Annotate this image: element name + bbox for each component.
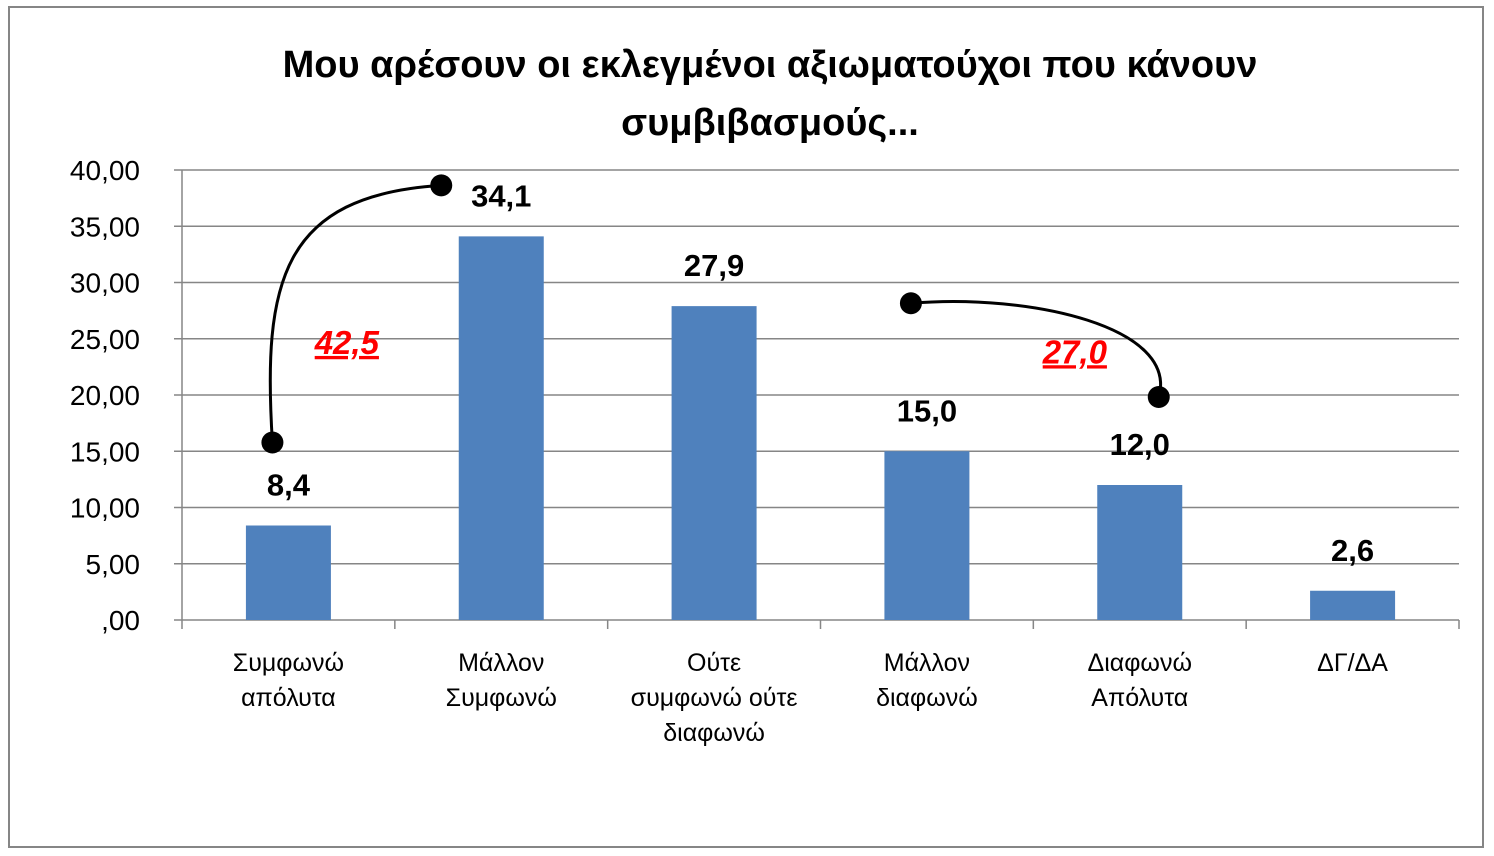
y-tick-label: 15,00 [70, 436, 140, 467]
y-tick-label: 20,00 [70, 380, 140, 411]
annotation-dot [1147, 386, 1170, 408]
bar [1097, 485, 1183, 620]
bar [458, 236, 544, 620]
category-label: απόλυτα [241, 684, 336, 712]
category-label: Συμφωνώ [233, 649, 344, 677]
data-label: 2,6 [1331, 533, 1374, 568]
category-label: ΔΓ/ΔΑ [1317, 649, 1388, 677]
data-label: 8,4 [267, 468, 311, 503]
bar [245, 525, 331, 620]
category-label: διαφωνώ [663, 719, 765, 747]
category-label: συμφωνώ ούτε [631, 684, 798, 712]
category-label: Μάλλον [884, 649, 970, 677]
data-label: 12,0 [1110, 427, 1170, 462]
y-tick-label: 25,00 [70, 324, 140, 355]
category-label: Συμφωνώ [446, 684, 557, 712]
y-tick-label: 10,00 [70, 493, 140, 524]
category-label: Μάλλον [458, 649, 544, 677]
bar [884, 451, 970, 620]
axes [174, 169, 1460, 629]
y-tick-label: 35,00 [70, 211, 140, 242]
annotation-arc [268, 183, 442, 443]
bar [1310, 590, 1396, 620]
annotation-dot [899, 292, 922, 315]
data-label: 15,0 [897, 393, 957, 428]
labels: ,00 5,00 10,00 15,00 20,00 25,00 30,00 35,00 40,… [70, 155, 1388, 747]
category-label: Ούτε [687, 649, 741, 677]
annotation-arc [910, 300, 1163, 398]
data-label: 27,9 [684, 248, 744, 283]
y-tick-label: 5,00 [86, 549, 141, 580]
annotation-sum-label: 42,5 [314, 324, 380, 361]
y-tick-label: 40,00 [70, 155, 140, 186]
category-label: Διαφωνώ [1088, 649, 1192, 677]
data-label: 34,1 [471, 178, 531, 213]
y-tick-label: ,00 [101, 605, 140, 636]
chart-title: Μου αρέσουν οι εκλεγμένοι αξιωματούχοι π… [282, 44, 1258, 144]
annotation-dot [261, 431, 284, 454]
bars [245, 236, 1396, 620]
annotations: 42,5 27,0 [261, 174, 1170, 454]
category-label: Απόλυτα [1091, 684, 1188, 712]
annotation-sum-label: 27,0 [1042, 333, 1108, 370]
y-tick-label: 30,00 [70, 268, 140, 299]
gridlines [182, 169, 1459, 565]
annotation-dot [430, 174, 453, 197]
category-label: διαφωνώ [876, 684, 978, 712]
bar [671, 306, 757, 620]
